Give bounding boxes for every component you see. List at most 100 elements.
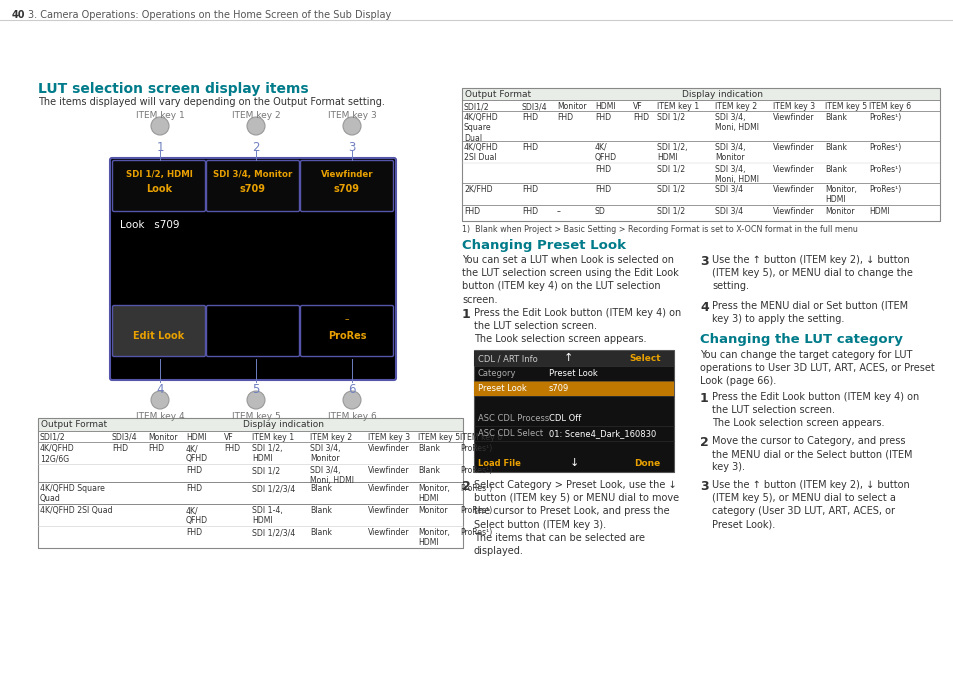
Bar [461,88,939,221]
Text: LUT selection screen display items: LUT selection screen display items [38,82,309,96]
Text: SDI 3/4: SDI 3/4 [714,185,742,194]
Text: ↓: ↓ [569,458,578,468]
Text: Monitor: Monitor [557,102,586,111]
Text: ITEM key 5: ITEM key 5 [824,102,866,111]
Text: 1: 1 [700,392,708,405]
Text: Viewfinder: Viewfinder [772,185,814,194]
Text: ProRes¹): ProRes¹) [868,165,901,174]
Text: 4K/QFHD 2SI Quad: 4K/QFHD 2SI Quad [40,506,112,515]
Text: ProRes¹): ProRes¹) [868,185,901,194]
Text: Press the MENU dial or Set button (ITEM
key 3) to apply the setting.: Press the MENU dial or Set button (ITEM … [711,301,907,324]
Text: 2K/FHD: 2K/FHD [463,185,492,194]
Bar [38,418,462,431]
Text: 6: 6 [348,383,355,396]
Text: SDI 3/4: SDI 3/4 [714,207,742,216]
Text: SDI 3/4,
Moni, HDMI: SDI 3/4, Moni, HDMI [714,113,759,132]
Circle shape [247,391,265,409]
Bar [474,351,673,366]
Text: 4K/QFHD Square
Quad: 4K/QFHD Square Quad [40,484,105,504]
Text: 4K/QFHD
Square
Dual: 4K/QFHD Square Dual [463,113,498,143]
Circle shape [343,117,360,135]
Text: SDI 1/2: SDI 1/2 [657,207,684,216]
Text: Blank: Blank [310,484,332,493]
Text: Monitor: Monitor [417,506,447,515]
Text: SDI 1-4,
HDMI: SDI 1-4, HDMI [252,506,282,525]
Text: ASC CDL Select: ASC CDL Select [477,429,542,438]
Text: Viewfinder: Viewfinder [368,466,409,475]
Text: SDI 1/2/3/4: SDI 1/2/3/4 [252,484,294,493]
Text: 01: Scene4_Dark_160830: 01: Scene4_Dark_160830 [548,429,656,438]
Text: ITEM key 1: ITEM key 1 [657,102,699,111]
Text: 1)  Blank when Project > Basic Setting > Recording Format is set to X-OCN format: 1) Blank when Project > Basic Setting > … [461,225,857,234]
Text: Select: Select [628,354,659,363]
FancyBboxPatch shape [300,306,393,356]
Text: Viewfinder: Viewfinder [772,165,814,174]
Text: Press the Edit Look button (ITEM key 4) on
the LUT selection screen.
The Look se: Press the Edit Look button (ITEM key 4) … [711,392,919,429]
Text: Monitor: Monitor [148,433,177,442]
Text: 3. Camera Operations: Operations on the Home Screen of the Sub Display: 3. Camera Operations: Operations on the … [28,10,391,20]
Text: SDI 3/4,
Monitor: SDI 3/4, Monitor [310,444,340,464]
Text: 2: 2 [461,480,470,493]
Text: HDMI: HDMI [186,433,207,442]
Text: Blank: Blank [824,143,846,152]
Text: Blank: Blank [824,165,846,174]
Text: Blank: Blank [310,528,332,537]
Text: SDI 1/2,
HDMI: SDI 1/2, HDMI [657,143,687,163]
Text: FHD: FHD [148,444,164,453]
Text: Move the cursor to Category, and press
the MENU dial or the Select button (ITEM
: Move the cursor to Category, and press t… [711,436,911,472]
Text: FHD: FHD [595,185,611,194]
Text: 3: 3 [700,480,708,493]
Text: Viewfinder: Viewfinder [368,506,409,515]
Text: SDI 1/2: SDI 1/2 [657,165,684,174]
Bar [38,418,462,548]
Text: SDI 3/4,
Moni, HDMI: SDI 3/4, Moni, HDMI [310,466,354,485]
Text: Changing Preset Look: Changing Preset Look [461,239,625,252]
Text: ITEM key 6: ITEM key 6 [327,412,376,421]
Text: s709: s709 [240,184,266,194]
Text: 3: 3 [700,255,708,268]
Text: Category: Category [477,369,516,378]
Text: 4: 4 [700,301,708,314]
Text: Blank: Blank [417,466,439,475]
Text: FHD: FHD [224,444,240,453]
Bar [474,350,673,472]
Text: SDI 1/2: SDI 1/2 [252,466,280,475]
Text: ITEM key 3: ITEM key 3 [772,102,814,111]
Text: FHD: FHD [595,165,611,174]
Text: 4K/
QFHD: 4K/ QFHD [595,143,617,163]
Text: ASC CDL Process: ASC CDL Process [477,414,549,423]
Text: FHD: FHD [633,113,648,122]
Text: SDI 3/4,
Monitor: SDI 3/4, Monitor [714,143,744,163]
Text: Viewfinder: Viewfinder [772,113,814,122]
Text: VF: VF [224,433,233,442]
Text: Viewfinder: Viewfinder [368,484,409,493]
Circle shape [343,391,360,409]
Text: Preset Look: Preset Look [548,369,598,378]
Text: SDI 3/4,
Moni, HDMI: SDI 3/4, Moni, HDMI [714,165,759,184]
Text: ITEM key 3: ITEM key 3 [368,433,410,442]
Text: ProRes¹): ProRes¹) [459,528,492,537]
Text: 1: 1 [461,308,470,321]
Text: –: – [557,207,560,216]
Text: CDL Off: CDL Off [548,414,580,423]
Text: Load File: Load File [477,459,520,468]
Text: Viewfinder: Viewfinder [772,143,814,152]
Text: ProRes¹): ProRes¹) [459,484,492,493]
Text: Display indication: Display indication [681,90,762,99]
Text: 4K/QFHD
2SI Dual: 4K/QFHD 2SI Dual [463,143,498,163]
Text: 3: 3 [348,141,355,154]
Text: FHD: FHD [186,484,202,493]
Text: Viewfinder: Viewfinder [320,170,373,179]
Text: Monitor: Monitor [824,207,854,216]
Text: ProRes¹): ProRes¹) [868,113,901,122]
Circle shape [247,117,265,135]
FancyBboxPatch shape [110,158,395,380]
Text: Look: Look [146,184,172,194]
FancyBboxPatch shape [112,161,205,211]
Text: Use the ↑ button (ITEM key 2), ↓ button
(ITEM key 5), or MENU dial to change the: Use the ↑ button (ITEM key 2), ↓ button … [711,255,912,292]
Text: 5: 5 [252,383,259,396]
Text: 40: 40 [12,10,26,20]
Text: s709: s709 [548,384,569,393]
Text: SDI3/4: SDI3/4 [112,433,137,442]
Text: ITEM key 5: ITEM key 5 [232,412,280,421]
